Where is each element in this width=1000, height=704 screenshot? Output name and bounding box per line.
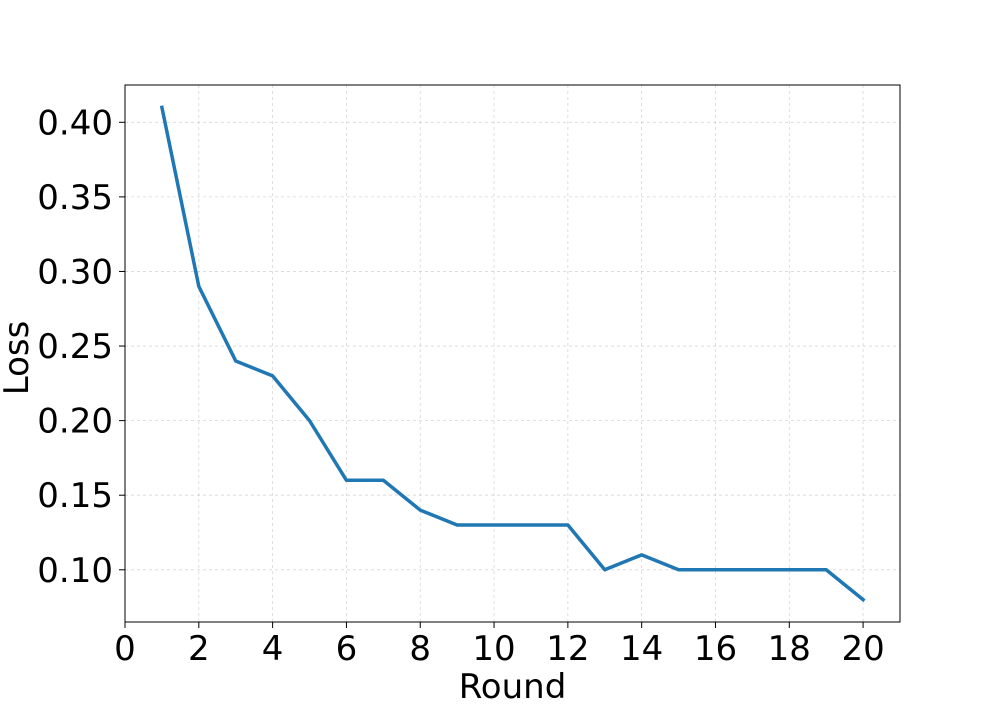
loss-series-line: [159, 105, 866, 603]
y-axis-label: Loss: [0, 321, 37, 396]
y-tick-label: 0.20: [37, 402, 113, 442]
x-axis: 0 2 4 6 8 10 12 14 16 18 20: [114, 622, 885, 669]
y-axis: 0.10 0.15 0.20 0.25 0.30 0.35 0.40: [37, 103, 125, 591]
y-tick-label: 0.30: [37, 252, 113, 292]
x-tick-label: 20: [841, 629, 884, 669]
x-tick-label: 8: [409, 629, 431, 669]
series-layer: [159, 105, 866, 603]
y-tick-label: 0.25: [37, 327, 113, 367]
x-tick-label: 0: [114, 629, 136, 669]
x-tick-label: 10: [472, 629, 515, 669]
y-tick-label: 0.15: [37, 476, 113, 516]
x-tick-label: 4: [262, 629, 284, 669]
x-axis-label: Round: [459, 667, 567, 700]
x-tick-label: 18: [768, 629, 811, 669]
x-tick-label: 6: [336, 629, 358, 669]
plot-frame: [124, 84, 901, 623]
grid-layer: [124, 85, 900, 622]
y-tick-label: 0.35: [37, 178, 113, 218]
y-tick-label: 0.10: [37, 551, 113, 591]
x-tick-label: 14: [620, 629, 663, 669]
x-tick-label: 2: [188, 629, 210, 669]
x-tick-label: 12: [546, 629, 589, 669]
x-tick-label: 16: [694, 629, 737, 669]
y-tick-label: 0.40: [37, 103, 113, 143]
